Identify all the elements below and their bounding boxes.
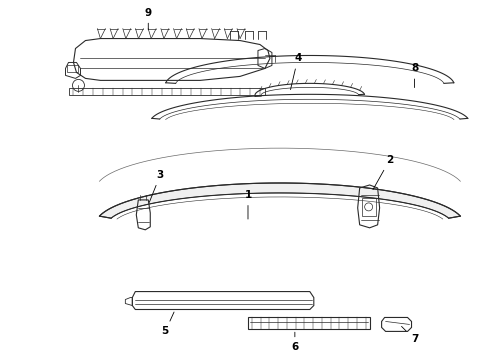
Text: 5: 5 xyxy=(162,312,174,336)
Text: 4: 4 xyxy=(291,54,301,90)
Bar xyxy=(67,66,78,72)
Text: 6: 6 xyxy=(291,332,298,352)
Text: 9: 9 xyxy=(145,8,152,30)
Text: 8: 8 xyxy=(411,63,418,87)
Bar xyxy=(362,198,376,216)
Text: 1: 1 xyxy=(245,190,252,219)
Polygon shape xyxy=(99,183,460,218)
Text: 7: 7 xyxy=(401,327,418,345)
Text: 2: 2 xyxy=(373,155,393,189)
Text: 3: 3 xyxy=(149,170,164,202)
